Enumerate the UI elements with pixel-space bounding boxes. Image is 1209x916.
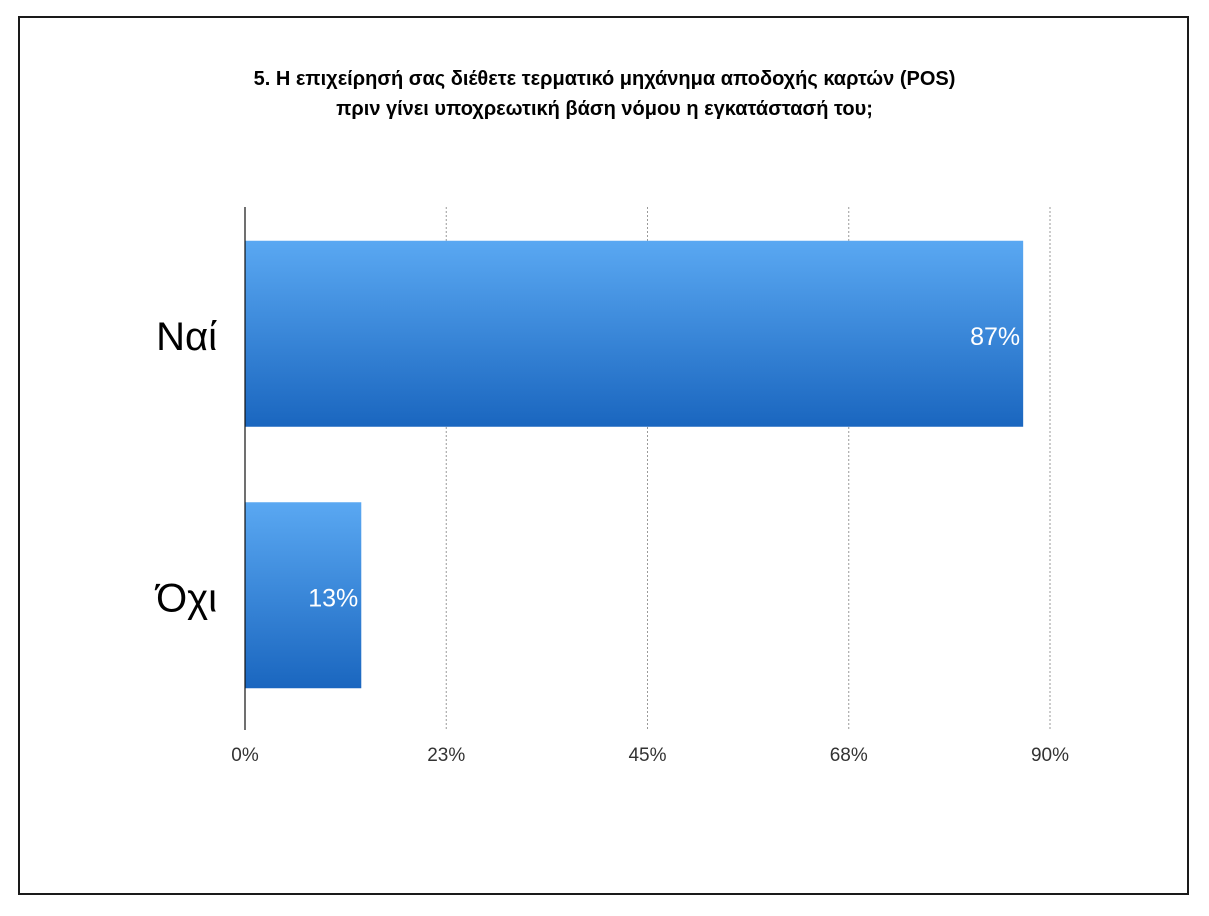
chart-title: 5. Η επιχείρησή σας διέθετε τερματικό μη… xyxy=(0,64,1209,124)
x-tick-label: 68% xyxy=(830,745,868,766)
x-tick-label: 0% xyxy=(231,745,259,766)
data-label: 87% xyxy=(970,323,1020,351)
x-tick-label: 45% xyxy=(628,745,666,766)
data-label: 13% xyxy=(308,584,358,612)
chart-title-line-2: πριν γίνει υποχρεωτική βάση νόμου η εγκα… xyxy=(336,98,873,120)
category-label: Όχι xyxy=(154,576,217,620)
x-tick-label: 90% xyxy=(1031,745,1069,766)
x-tick-label: 23% xyxy=(427,745,465,766)
chart-frame xyxy=(18,16,1189,895)
bar xyxy=(245,502,362,689)
bar xyxy=(245,240,1024,427)
chart-title-line-1: 5. Η επιχείρησή σας διέθετε τερματικό μη… xyxy=(253,68,956,90)
category-label: Ναί xyxy=(156,315,217,359)
